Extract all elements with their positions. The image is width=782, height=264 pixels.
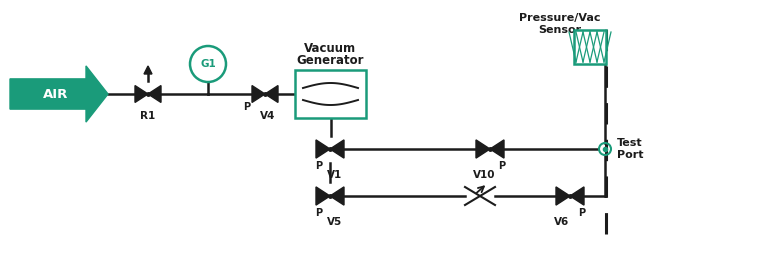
Polygon shape	[330, 187, 344, 205]
Polygon shape	[330, 140, 344, 158]
Text: Vacuum: Vacuum	[304, 41, 357, 54]
Text: V5: V5	[328, 217, 343, 227]
Text: Sensor: Sensor	[539, 25, 582, 35]
Polygon shape	[476, 140, 490, 158]
Polygon shape	[490, 140, 504, 158]
Text: V6: V6	[554, 217, 569, 227]
Text: Test: Test	[617, 138, 643, 148]
Text: P: P	[498, 161, 505, 171]
Text: V1: V1	[328, 170, 343, 180]
Text: P: P	[579, 208, 586, 218]
Text: AIR: AIR	[43, 87, 69, 101]
Polygon shape	[570, 187, 584, 205]
Polygon shape	[148, 86, 161, 102]
Text: P: P	[243, 102, 250, 112]
Text: Pressure/Vac: Pressure/Vac	[519, 13, 601, 23]
Polygon shape	[135, 86, 148, 102]
Text: Port: Port	[617, 150, 644, 160]
FancyBboxPatch shape	[295, 70, 366, 118]
Polygon shape	[265, 86, 278, 102]
Text: V10: V10	[473, 170, 495, 180]
Text: P: P	[315, 208, 322, 218]
Text: Generator: Generator	[296, 54, 364, 67]
Polygon shape	[144, 66, 152, 74]
Polygon shape	[316, 140, 330, 158]
Text: G1: G1	[200, 59, 216, 69]
Text: V4: V4	[260, 111, 276, 121]
Polygon shape	[252, 86, 265, 102]
Polygon shape	[10, 66, 108, 122]
Text: R1: R1	[141, 111, 156, 121]
Text: P: P	[315, 161, 322, 171]
Polygon shape	[316, 187, 330, 205]
FancyBboxPatch shape	[574, 30, 606, 64]
Polygon shape	[556, 187, 570, 205]
